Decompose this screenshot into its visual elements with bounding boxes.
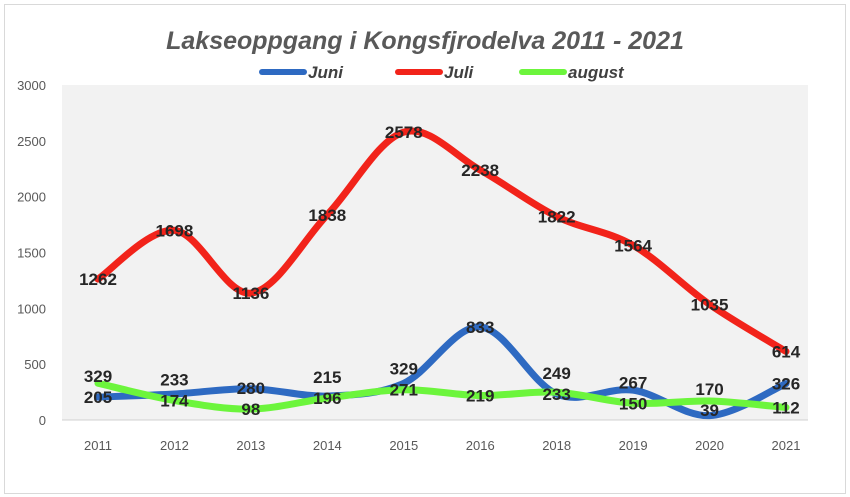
- x-tick-label: 2013: [236, 438, 265, 453]
- series-lines: [94, 127, 790, 420]
- data-label-august: 196: [313, 389, 341, 408]
- x-tick-label: 2018: [542, 438, 571, 453]
- data-label-juli: 1564: [614, 236, 652, 255]
- x-axis: 2011 2012 2013 2014 2015 2016 2018 2019 2020 2021: [84, 438, 800, 453]
- x-tick-label: 2011: [84, 438, 112, 453]
- data-labels: 205 329 1262 174 233 1698 98 280 1136 196 215 1838 2…: [79, 123, 801, 420]
- data-label-august: 249: [542, 364, 570, 383]
- y-tick-label: 3000: [17, 78, 46, 93]
- x-tick-label: 2014: [313, 438, 342, 453]
- y-tick-label: 1000: [17, 301, 46, 316]
- y-tick-label: 2500: [17, 134, 46, 149]
- series-line-juli: [94, 127, 790, 355]
- data-label-juni: 39: [700, 401, 719, 420]
- legend: Juni Juli august: [259, 63, 625, 82]
- x-tick-label: 2019: [619, 438, 648, 453]
- legend-label-juli: Juli: [444, 63, 475, 82]
- data-label-juli: 2238: [461, 161, 499, 180]
- x-tick-label: 2020: [695, 438, 724, 453]
- data-label-august: 174: [160, 392, 189, 411]
- data-label-juni: 233: [160, 371, 188, 390]
- y-tick-label: 2000: [17, 190, 46, 205]
- x-tick-label: 2012: [160, 438, 189, 453]
- data-label-august: 271: [390, 381, 418, 400]
- data-label-juni: 215: [313, 368, 341, 387]
- data-label-juni: 329: [390, 360, 418, 379]
- data-label-juli: 1838: [308, 206, 346, 225]
- data-label-juni: 233: [542, 385, 570, 404]
- x-tick-label: 2016: [466, 438, 495, 453]
- data-label-juli: 1136: [232, 284, 269, 303]
- data-label-august: 98: [241, 400, 260, 419]
- y-tick-label: 500: [24, 357, 46, 372]
- data-label-august: 170: [695, 380, 723, 399]
- y-tick-label: 0: [39, 413, 46, 428]
- legend-label-juni: Juni: [308, 63, 344, 82]
- series-line-august: [94, 379, 790, 413]
- data-label-juni: 267: [619, 373, 647, 392]
- data-label-juli: 1035: [691, 295, 729, 314]
- data-label-juli: 1262: [79, 270, 117, 289]
- data-label-juli: 614: [772, 342, 801, 361]
- y-axis: 0 500 1000 1500 2000 2500 3000: [17, 78, 46, 428]
- data-label-august: 329: [84, 367, 112, 386]
- data-label-juni: 833: [466, 318, 494, 337]
- x-tick-label: 2021: [772, 438, 801, 453]
- data-label-juni: 205: [84, 388, 112, 407]
- x-tick-label: 2015: [389, 438, 418, 453]
- data-label-juni: 326: [772, 375, 800, 394]
- data-label-august: 150: [619, 394, 647, 413]
- data-label-juli: 1698: [156, 221, 194, 240]
- data-label-august: 112: [772, 398, 799, 417]
- data-label-august: 219: [466, 387, 494, 406]
- data-label-juli: 2578: [385, 123, 423, 142]
- series-line-juni: [94, 323, 790, 420]
- chart-title: Lakseoppgang i Kongsfjrodelva 2011 - 202…: [166, 27, 684, 55]
- data-label-juli: 1822: [538, 208, 576, 227]
- legend-label-august: august: [568, 63, 625, 82]
- y-tick-label: 1500: [17, 246, 46, 261]
- data-label-juni: 280: [237, 379, 265, 398]
